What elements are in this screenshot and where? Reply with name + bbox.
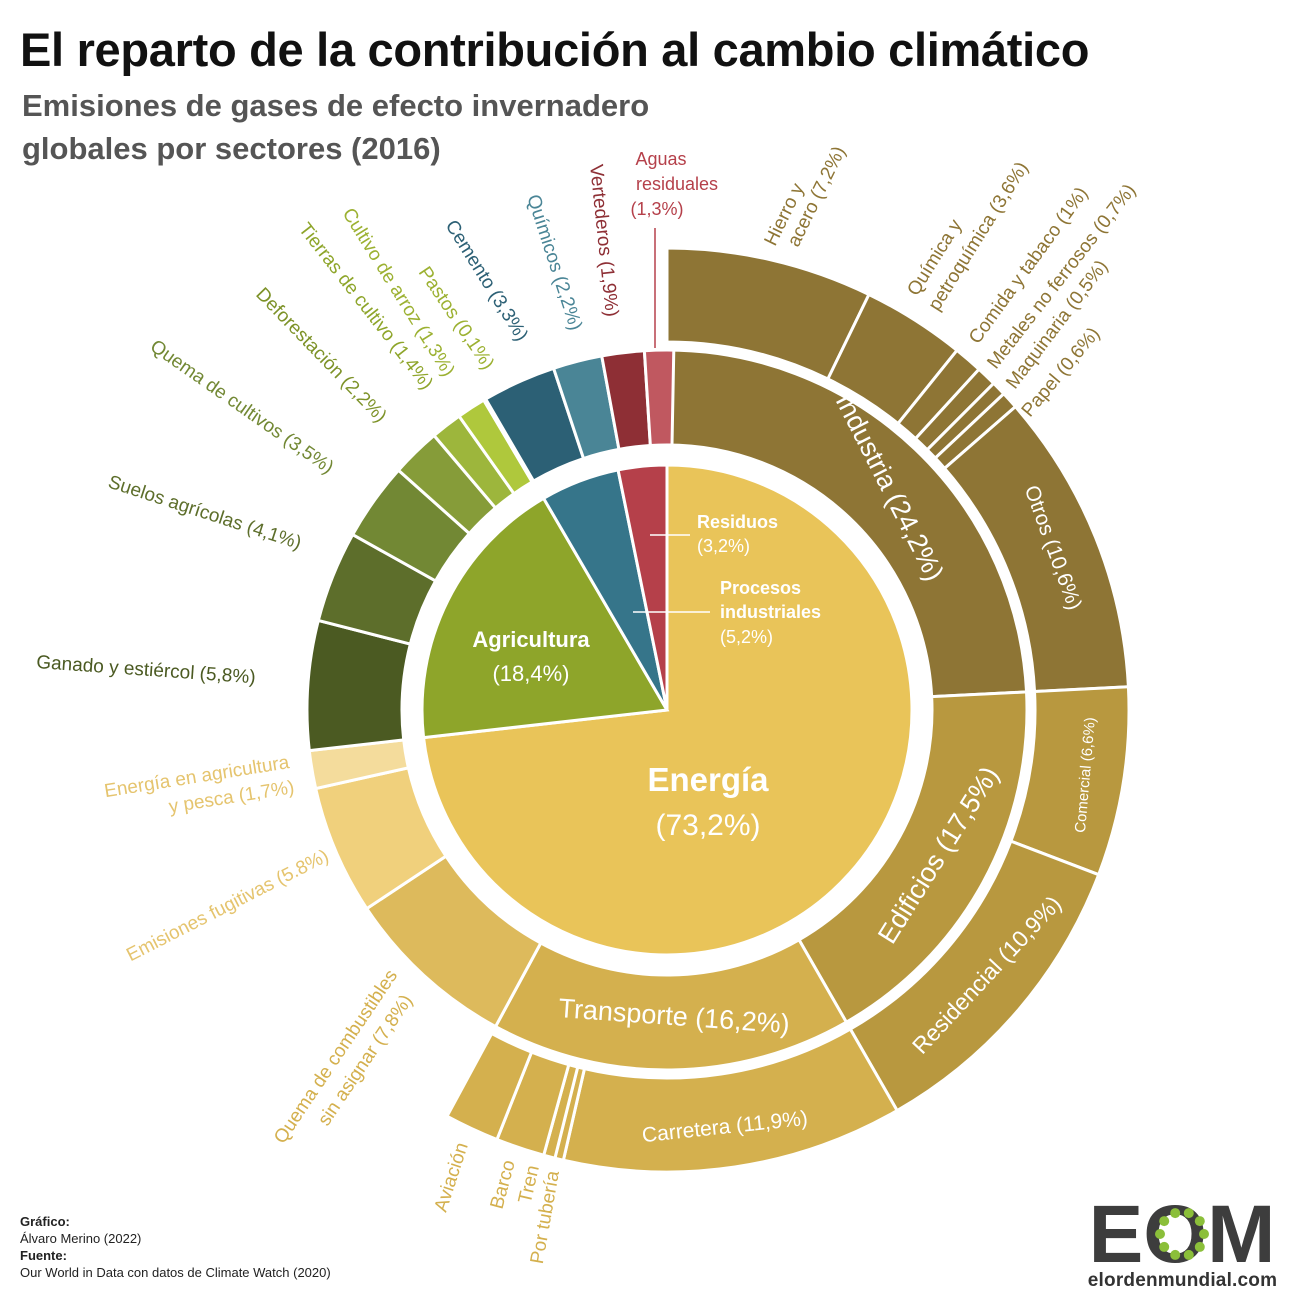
wedge-residuos bbox=[616, 463, 669, 711]
label-procesos-2: industriales bbox=[720, 602, 821, 622]
label-aguas-3: (1,3%) bbox=[630, 199, 683, 219]
leader-lines bbox=[633, 228, 710, 613]
value-procesos: (5,2%) bbox=[720, 627, 773, 647]
credits-fuente-value: Our World in Data con datos de Climate W… bbox=[20, 1265, 331, 1280]
label-procesos-1: Procesos bbox=[720, 578, 801, 598]
value-agricultura: (18,4%) bbox=[492, 661, 569, 686]
eom-logo: EOM elordenmundial.com bbox=[1080, 1196, 1285, 1292]
chart-title: El reparto de la contribución al cambio … bbox=[20, 23, 1090, 76]
label-aviacion: Aviación bbox=[431, 1140, 473, 1214]
logo-dot bbox=[1183, 1249, 1194, 1260]
wedge-aviacion bbox=[444, 1031, 534, 1142]
logo-dot bbox=[1199, 1229, 1209, 1239]
value-energia: (73,2%) bbox=[655, 809, 760, 842]
chart-subtitle: Emisiones de gases de efecto invernadero… bbox=[22, 84, 782, 170]
label-aguas-1: Aguas bbox=[635, 149, 686, 169]
logo-dot bbox=[1183, 1208, 1194, 1219]
logo-letters: EOM bbox=[1089, 1196, 1276, 1268]
logo-dot bbox=[1159, 1216, 1170, 1227]
label-barco: Barco bbox=[487, 1158, 520, 1211]
eom-logo-mark: EOM bbox=[1089, 1196, 1276, 1268]
logo-url: elordenmundial.com bbox=[1087, 1270, 1278, 1291]
logo-dot bbox=[1194, 1216, 1205, 1227]
logo-dot-ring bbox=[1155, 1208, 1209, 1260]
label-fugitivas: Emisiones fugitivas (5.8%) bbox=[123, 846, 332, 966]
label-agricultura: Agricultura bbox=[472, 627, 590, 652]
value-residuos: (3,2%) bbox=[697, 536, 750, 556]
label-suelos: Suelos agrícolas (4,1%) bbox=[105, 472, 303, 554]
logo-dot bbox=[1194, 1241, 1205, 1252]
wedge-agricultura bbox=[420, 496, 670, 740]
logo-dot bbox=[1170, 1249, 1181, 1260]
logo-dot bbox=[1159, 1241, 1170, 1252]
subtitle-line-1: Emisiones de gases de efecto invernadero bbox=[22, 88, 650, 123]
logo-dot bbox=[1170, 1208, 1181, 1219]
credits-grafico-label: Gráfico: bbox=[20, 1214, 70, 1229]
credits-grafico-value: Álvaro Merino (2022) bbox=[20, 1231, 142, 1246]
label-aguas-2: residuales bbox=[636, 174, 718, 194]
label-residuos: Residuos bbox=[697, 512, 778, 532]
label-energia: Energía bbox=[647, 761, 769, 798]
label-vertederos: Vertederos (1,9%) bbox=[585, 163, 622, 317]
chart-wedges bbox=[305, 246, 1131, 1174]
wedge-industria bbox=[665, 348, 1029, 699]
label-ganado: Ganado y estiércol (5,8%) bbox=[36, 652, 257, 688]
wedge-aguas-residuales bbox=[642, 348, 676, 448]
logo-dot bbox=[1155, 1229, 1165, 1239]
credits-fuente-label: Fuente: bbox=[20, 1248, 67, 1263]
credits: Gráfico: Álvaro Merino (2022) Fuente: Ou… bbox=[20, 1213, 331, 1281]
subtitle-line-2: globales por sectores (2016) bbox=[22, 131, 441, 166]
label-quimicos: Químicos (2,2%) bbox=[522, 192, 586, 333]
